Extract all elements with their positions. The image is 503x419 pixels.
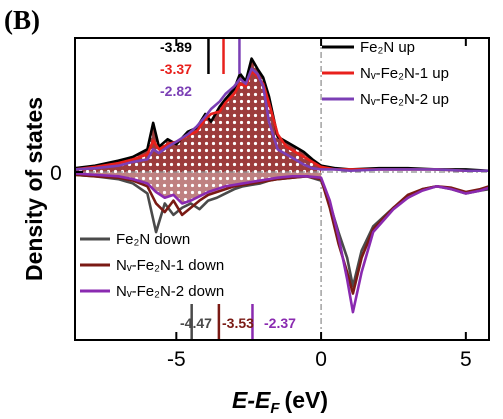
x-tick-label-5: 5 <box>460 348 472 371</box>
legend-label-nv2-up: Nᵥ-Fe₂N-2 up <box>360 91 449 108</box>
plot-frame <box>74 37 490 341</box>
legend-label-fe2n-up: Fe₂N up <box>360 39 415 56</box>
legend-label-nv1-down: Nᵥ-Fe₂N-1 down <box>116 257 224 274</box>
x-axis-title-main: E-E <box>232 387 271 413</box>
plot-area <box>75 38 489 340</box>
dband-label-nv2-down: -2.37 <box>264 315 296 331</box>
y-tick-label-0: 0 <box>50 162 62 185</box>
legend-down: Fe₂N down Nᵥ-Fe₂N-1 down Nᵥ-Fe₂N-2 down <box>80 231 224 300</box>
legend-up: Fe₂N up Nᵥ-Fe₂N-1 up Nᵥ-Fe₂N-2 up <box>322 39 449 108</box>
series-line-nv2-down <box>75 172 489 314</box>
x-tick-label-0: 0 <box>315 348 327 371</box>
legend-label-nv1-up: Nᵥ-Fe₂N-1 up <box>360 65 449 82</box>
series-line-nv2-up <box>75 67 489 173</box>
x-axis-title: E-EF (eV) <box>232 387 328 417</box>
dband-label-fe2n-up: -3.89 <box>160 39 192 55</box>
axis-ticks <box>75 38 467 340</box>
legend-label-nv2-down: Nᵥ-Fe₂N-2 down <box>116 283 224 300</box>
dband-label-nv1-down: -3.53 <box>222 315 254 331</box>
x-axis-title-sub: F <box>270 400 280 417</box>
occupied-states-fill <box>75 58 322 172</box>
y-axis-title: Density of states <box>21 97 47 281</box>
x-tick-label-neg5: -5 <box>167 348 186 371</box>
series-line-nv1-down <box>75 173 489 295</box>
dband-label-nv2-up: -2.82 <box>160 83 192 99</box>
legend-label-fe2n-down: Fe₂N down <box>116 231 190 248</box>
dband-label-fe2n-down: -4.47 <box>180 315 212 331</box>
x-axis-title-unit: (eV) <box>285 387 328 413</box>
dband-label-nv1-up: -3.37 <box>160 61 192 77</box>
panel-label: (B) <box>4 5 40 35</box>
